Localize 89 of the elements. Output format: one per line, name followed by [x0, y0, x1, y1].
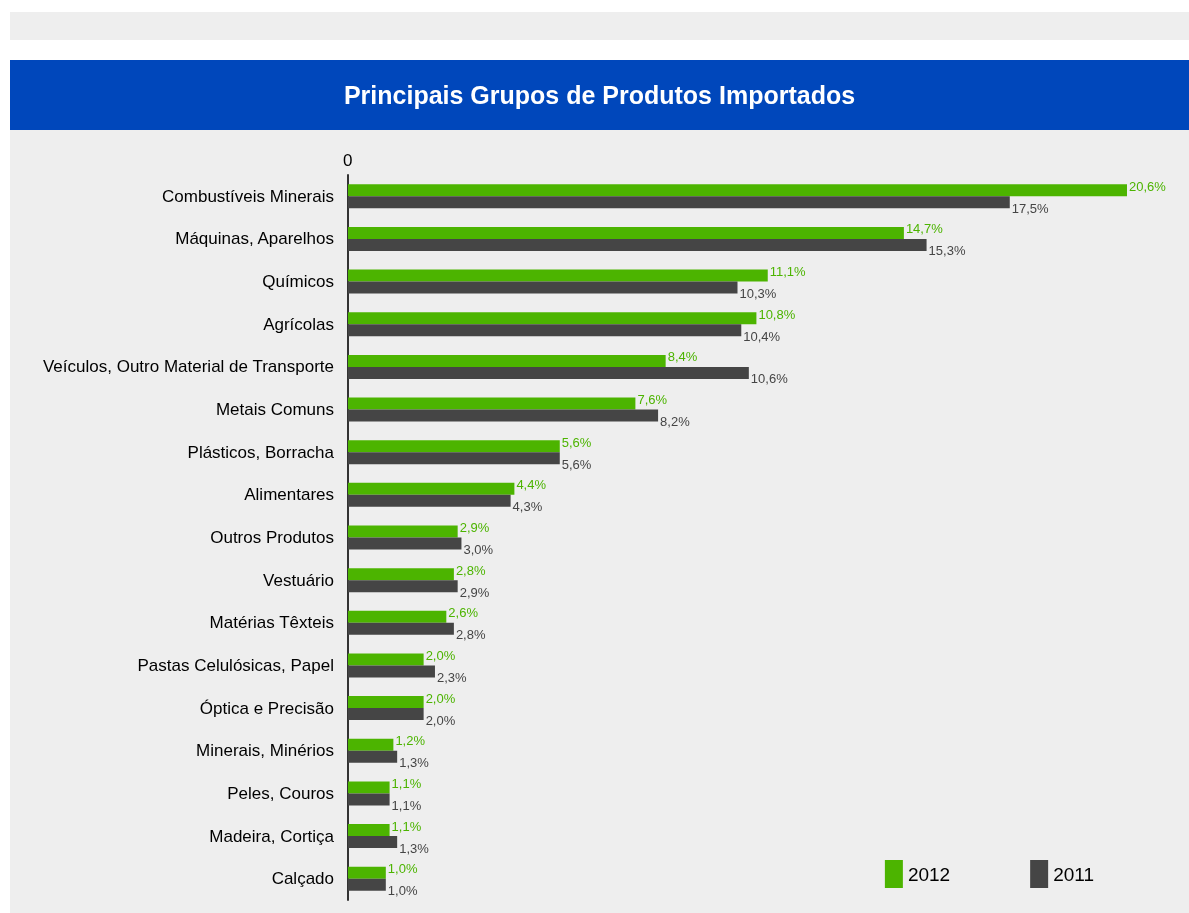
data-label: 3,0% [463, 542, 494, 557]
y-tick-label: Combustíveis Minerais [162, 186, 334, 206]
data-label: 1,1% [391, 797, 422, 813]
bar [348, 878, 386, 891]
y-tick-label: Pastas Celulósicas, Papel [137, 655, 334, 675]
bar [348, 622, 454, 635]
y-tick-label: Químicos [262, 272, 334, 292]
data-label: 2,8% [455, 562, 486, 578]
data-label: 5,6% [561, 434, 592, 450]
data-label: 10,6% [750, 371, 789, 387]
y-tick-label: Peles, Couros [227, 783, 334, 803]
bar [348, 836, 398, 849]
data-label: 17,5% [1011, 200, 1050, 216]
text: 0 [343, 151, 353, 170]
data-label: 8,4% [667, 349, 698, 365]
y-tick-label: Outros Produtos [210, 528, 334, 547]
y-tick-label: Matérias Têxteis [209, 613, 334, 633]
data-label: 1,3% [399, 840, 430, 856]
data-label: 2,9% [459, 520, 490, 535]
bar [348, 665, 435, 678]
data-label: 10,8% [758, 306, 796, 322]
bar [348, 397, 636, 410]
data-label: 10,3% [739, 286, 777, 302]
data-label: 2,3% [436, 669, 468, 685]
bar [348, 708, 424, 721]
data-label: 11,1% [769, 264, 807, 280]
data-label: 20,6% [1129, 178, 1167, 194]
data-label: 15,3% [928, 243, 966, 259]
bar [348, 482, 515, 495]
bar [348, 781, 390, 794]
data-label: 2,8% [455, 627, 486, 643]
data-label: 1,0% [387, 883, 418, 899]
y-tick-label: Plásticos, Borracha [187, 442, 335, 462]
data-label: 10,4% [743, 328, 781, 344]
bar [348, 196, 1010, 209]
bar [348, 226, 904, 239]
bar [348, 750, 398, 763]
y-tick-label: Agrícolas [263, 314, 334, 334]
data-label: 1,0% [387, 861, 418, 877]
bar [348, 653, 424, 666]
data-label: 2,0% [425, 712, 456, 728]
bar [348, 494, 511, 507]
data-label: 2,9% [459, 584, 490, 600]
bar [348, 409, 659, 422]
bar [348, 824, 390, 837]
data-label: 2,0% [425, 647, 456, 663]
data-label: 7,6% [637, 392, 668, 408]
y-tick-label: Minerais, Minérios [196, 741, 334, 761]
bar [348, 366, 749, 379]
y-tick-label: Calçado [271, 869, 334, 889]
data-label: 1,2% [395, 733, 426, 749]
bar [348, 312, 757, 325]
data-label: 2,0% [425, 690, 456, 706]
bar [348, 184, 1127, 197]
bar [348, 452, 560, 465]
data-label: 1,3% [399, 755, 430, 771]
data-label: 4,3% [512, 499, 543, 515]
bar [348, 580, 458, 593]
data-label: 4,4% [516, 477, 547, 493]
bar [348, 324, 742, 337]
y-tick-label: Óptica e Precisão [199, 698, 334, 718]
bar [348, 354, 666, 367]
y-tick-label: Metais Comuns [215, 400, 334, 420]
y-tick-label: Veículos, Outro Material de Transporte [42, 357, 334, 377]
chart-title: Principais Grupos de Produtos Importados [10, 60, 1189, 130]
bar [348, 610, 447, 623]
bar [348, 866, 386, 879]
bar [348, 525, 458, 538]
data-label: 1,1% [391, 775, 422, 791]
bar [348, 238, 927, 251]
bar [348, 696, 424, 709]
y-tick-label: Máquinas, Aparelhos [175, 229, 334, 249]
data-label: 1,1% [391, 818, 422, 834]
bar [348, 440, 560, 453]
y-tick-label: Vestuário [263, 570, 334, 590]
data-label: 8,2% [660, 414, 691, 430]
bar [348, 537, 462, 550]
y-tick-label: Madeira, Cortiça [209, 826, 335, 846]
bar [348, 793, 390, 806]
data-label: 2,6% [448, 605, 479, 621]
bar [348, 269, 768, 282]
bar [348, 568, 454, 581]
bar [348, 738, 394, 751]
data-label: 5,6% [561, 456, 592, 472]
y-tick-label: Alimentares [244, 485, 334, 505]
bar [348, 281, 738, 294]
legend-label: 2012 [907, 863, 951, 885]
legend-label: 2011 [1053, 863, 1094, 885]
data-label: 14,7% [905, 221, 944, 237]
